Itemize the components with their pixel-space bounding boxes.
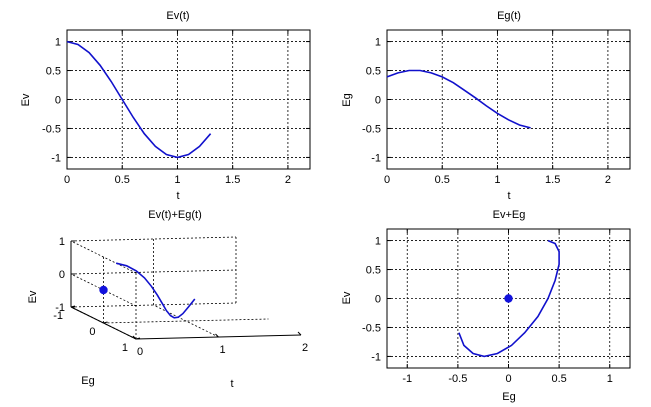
- eg-t-series-line: [386, 69, 531, 129]
- panel-eg-t-title: Eg(t): [497, 10, 521, 22]
- panel-ev-eg: Ev+Eg Eg Ev -1 -0.5 0 0.5 1 1 0.5 0 -0.5 -1: [341, 209, 631, 403]
- ev-t-xtick-label: 0: [64, 174, 70, 186]
- panel-3d-marker: [99, 285, 108, 295]
- eg-t-xtick-label: 0.5: [435, 174, 450, 186]
- ev-t-ytick-label: 0.5: [46, 66, 61, 78]
- panel-ev-t-title: Ev(t): [166, 10, 189, 22]
- panel-3d-zlabel: Ev: [27, 290, 39, 303]
- panel-ev-t-xlabel: t: [176, 190, 179, 202]
- eg-t-ytick-label: 1: [375, 37, 381, 49]
- panel-3d-egtick-label: 0: [89, 326, 95, 338]
- ev-eg-ytick-label: -1: [371, 351, 381, 363]
- ev-eg-xtick-label: -0.5: [448, 373, 467, 385]
- panel-3d-evtick-label: 1: [59, 236, 65, 248]
- ev-eg-xtick-label: -1: [402, 373, 412, 385]
- panel-ev-eg-ylabel: Ev: [341, 291, 353, 304]
- ev-t-xtick-label: 0.5: [115, 174, 130, 186]
- panel-eg-t: Eg(t) t Eg 0 0.5 1 1.5 2 1 0.5 0 -0.5 -1: [341, 10, 631, 202]
- panel-ev-t-ylabel: Ev: [20, 93, 32, 106]
- ev-eg-marker: [504, 294, 513, 303]
- ev-t-xtick-label: 1.5: [225, 174, 240, 186]
- ev-t-xtick-label: 1: [174, 174, 180, 186]
- panel-3d-ttick-label: 1: [219, 344, 225, 356]
- panel-3d-ttick: [132, 335, 137, 340]
- panel-3d-floor-grid: [103, 318, 269, 324]
- eg-t-xtick-label: 1.5: [545, 174, 560, 186]
- panel-3d-ttick-label: 0: [137, 346, 143, 358]
- panel-3d-egtick-label: 1: [122, 342, 128, 354]
- ev-t-xtick-label: 2: [285, 174, 291, 186]
- panel-3d-floor-grid: [153, 304, 219, 338]
- panel-3d-wall-grid: [70, 236, 237, 242]
- ev-eg-ytick-label: 0.5: [366, 265, 381, 277]
- panel-3d-evtick-label: -1: [55, 302, 65, 314]
- ev-eg-xtick-label: 1: [607, 373, 613, 385]
- eg-t-ytick-label: -1: [371, 152, 381, 164]
- ev-t-ytick-label: 1: [55, 37, 61, 49]
- panel-3d-wall-grid: [70, 269, 237, 275]
- ev-eg-xtick-label: 0.5: [551, 373, 566, 385]
- ev-t-ytick-label: 0: [55, 95, 61, 107]
- panel-ev-eg-xlabel: Eg: [502, 391, 515, 403]
- ev-t-ytick-label: -0.5: [42, 123, 61, 135]
- panel-3d-egtick-label: -1: [53, 310, 63, 322]
- panel-3d-ttick-label: 2: [302, 342, 308, 354]
- panel-eg-t-ylabel: Eg: [341, 93, 353, 106]
- panel-3d-evtick-label: 0: [59, 269, 65, 281]
- panel-3d-wall-grid: [70, 302, 237, 308]
- ev-eg-series-line: [458, 239, 560, 358]
- ev-eg-ytick-label: 0: [375, 294, 381, 306]
- panel-ev-t: Ev(t) t Ev 0 0.5 1 1.5 2 1 0.5 0 -0.5 -1: [20, 10, 311, 202]
- ev-eg-ytick-label: 1: [375, 236, 381, 248]
- eg-t-xtick-label: 2: [605, 174, 611, 186]
- ev-t-ytick-label: -1: [51, 152, 61, 164]
- eg-t-xtick-label: 0: [384, 174, 390, 186]
- ev-eg-xtick-label: 0: [505, 373, 511, 385]
- panel-3d-series-line: [116, 262, 196, 319]
- eg-t-ytick-label: -0.5: [362, 123, 381, 135]
- eg-t-xtick-label: 1: [494, 174, 500, 186]
- panel-eg-t-xlabel: t: [507, 190, 510, 202]
- eg-t-ytick-label: 0: [375, 95, 381, 107]
- eg-t-ytick-label: 0.5: [366, 66, 381, 78]
- panel-3d-title: Ev(t)+Eg(t): [148, 209, 201, 221]
- panel-3d-egtick: [135, 337, 141, 340]
- panel-3d-ylabel: Eg: [81, 375, 94, 387]
- panel-3d-xlabel: t: [230, 378, 233, 390]
- ev-t-series-line: [66, 40, 212, 159]
- panel-3d-ttick: [215, 333, 219, 338]
- panel-3d: Ev(t)+Eg(t) Ev Eg t 0 1 210-110-1: [27, 209, 308, 390]
- panel-3d-egtick: [103, 321, 108, 324]
- panel-ev-eg-title: Ev+Eg: [493, 209, 526, 221]
- panel-3d-ttick: [297, 331, 302, 336]
- ev-eg-ytick-label: -0.5: [362, 322, 381, 334]
